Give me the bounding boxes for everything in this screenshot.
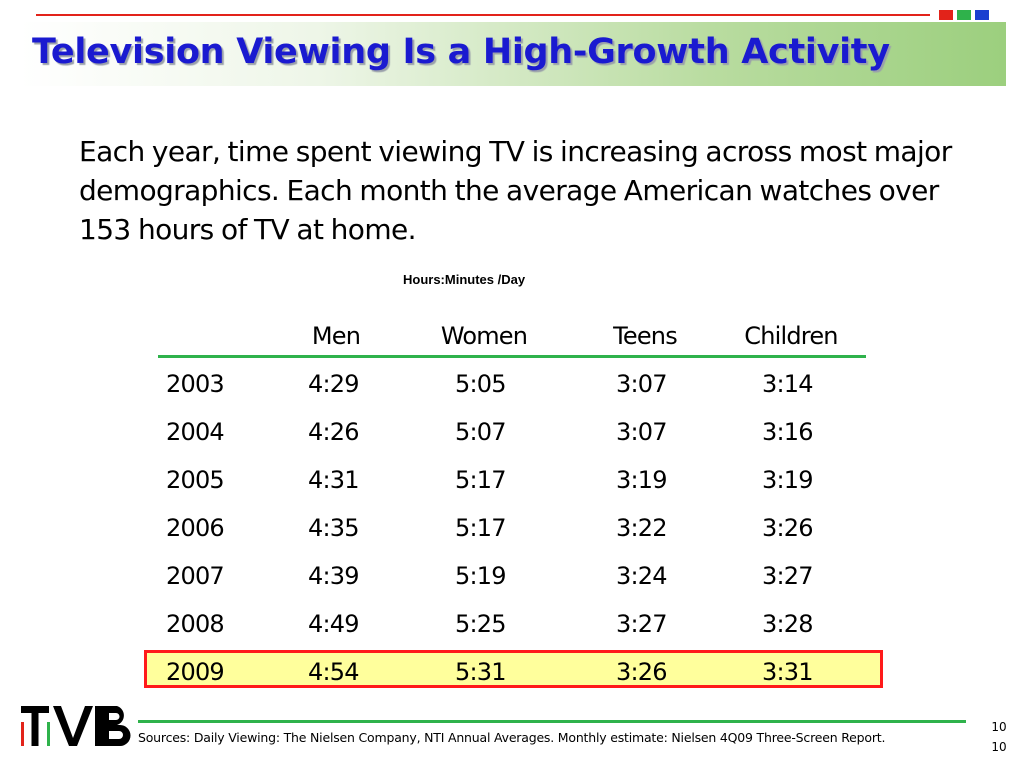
teens-cell: 3:27 [616,610,667,638]
table-row: 2005 4:31 5:17 3:19 3:19 [158,454,866,502]
children-cell: 3:16 [762,418,813,446]
green-square [957,10,971,20]
header-teens: Teens [613,322,678,350]
viewing-table: Men Women Teens Children 2003 4:29 5:05 3:0… [158,317,866,694]
women-cell: 5:17 [455,514,506,542]
top-red-rule [36,14,930,16]
page-number-bottom: 10 [991,740,1007,754]
year-cell: 2006 [166,514,225,542]
men-cell: 4:54 [308,658,359,686]
teens-cell: 3:26 [616,658,667,686]
table-header-row: Men Women Teens Children [158,317,866,358]
footer-green-rule [138,720,966,723]
header-men: Men [311,322,361,350]
highlight-box-2009 [144,650,883,688]
blue-square [975,10,989,20]
header-children: Children [744,322,838,350]
teens-cell: 3:07 [616,418,667,446]
women-cell: 5:31 [455,658,506,686]
men-cell: 4:29 [308,370,359,398]
red-square [939,10,953,20]
children-cell: 3:14 [762,370,813,398]
table-row: 2007 4:39 5:19 3:24 3:27 [158,550,866,598]
men-cell: 4:35 [308,514,359,542]
women-cell: 5:07 [455,418,506,446]
table-row: 2006 4:35 5:17 3:22 3:26 [158,502,866,550]
year-cell: 2004 [166,418,225,446]
year-cell: 2007 [166,562,225,590]
children-cell: 3:26 [762,514,813,542]
women-cell: 5:19 [455,562,506,590]
table-row: 2004 4:26 5:07 3:07 3:16 [158,406,866,454]
page-number: 10 10 [988,717,1010,757]
accent-squares [939,10,989,20]
children-cell: 3:28 [762,610,813,638]
men-cell: 4:26 [308,418,359,446]
year-cell: 2005 [166,466,225,494]
table-body: 2003 4:29 5:05 3:07 3:14 2004 4:26 5:07 3:07 3:16… [158,358,866,694]
women-cell: 5:17 [455,466,506,494]
teens-cell: 3:24 [616,562,667,590]
teens-cell: 3:07 [616,370,667,398]
men-cell: 4:31 [308,466,359,494]
table-row: 2009 4:54 5:31 3:26 3:31 [158,646,866,694]
sources-note: Sources: Daily Viewing: The Nielsen Comp… [138,730,886,745]
tvb-logo [21,706,131,746]
women-cell: 5:25 [455,610,506,638]
children-cell: 3:27 [762,562,813,590]
men-cell: 4:39 [308,562,359,590]
men-cell: 4:49 [308,610,359,638]
intro-paragraph: Each year, time spent viewing TV is incr… [79,135,952,246]
table-caption: Hours:Minutes /Day [403,272,526,287]
page-number-top: 10 [991,720,1007,734]
year-cell: 2009 [166,658,225,686]
table-row: 2008 4:49 5:25 3:27 3:28 [158,598,866,646]
children-cell: 3:19 [762,466,813,494]
teens-cell: 3:19 [616,466,667,494]
title-band [20,22,1006,86]
women-cell: 5:05 [455,370,506,398]
header-women: Women [440,322,528,350]
teens-cell: 3:22 [616,514,667,542]
table-row: 2003 4:29 5:05 3:07 3:14 [158,358,866,406]
children-cell: 3:31 [762,658,813,686]
year-cell: 2003 [166,370,225,398]
year-cell: 2008 [166,610,225,638]
slide-title: Television Viewing Is a High-Growth Acti… [32,32,890,72]
